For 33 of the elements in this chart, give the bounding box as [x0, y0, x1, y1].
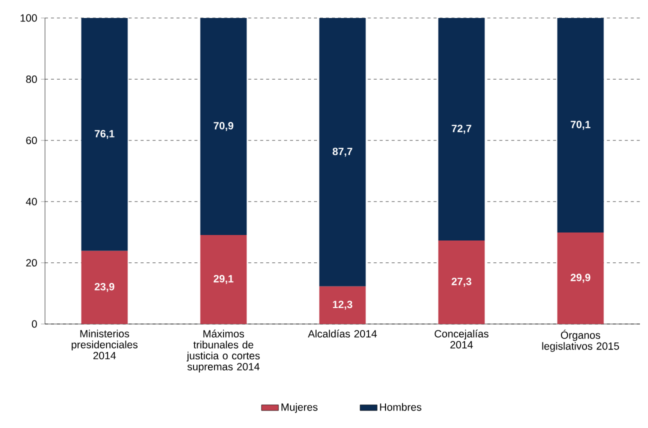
y-tick-label: 100 [20, 14, 37, 22]
data-label: 12,3 [332, 300, 352, 310]
y-tick-label: 80 [26, 76, 37, 83]
x-tick-label: Ministerios presidenciales 2014 [72, 330, 138, 360]
bar [557, 232, 604, 324]
bar [319, 18, 366, 286]
x-tick-label: Alcaldías 2014 [308, 330, 377, 338]
bar [81, 18, 128, 251]
data-label: 70,9 [214, 122, 234, 131]
data-label: 27,3 [452, 278, 472, 287]
bar [557, 18, 604, 233]
data-label: 23,9 [94, 282, 114, 292]
y-tick-label: 60 [26, 136, 37, 144]
bar [319, 286, 366, 324]
data-label: 29,9 [570, 274, 590, 283]
bar [200, 234, 247, 324]
data-label: 87,7 [332, 148, 352, 157]
data-label: 70,1 [570, 120, 590, 130]
data-label: 76,1 [94, 130, 114, 139]
bar [200, 18, 247, 235]
bar [81, 250, 128, 324]
y-tick-label: 40 [26, 198, 37, 206]
x-tick-label: Concejalías 2014 [434, 330, 488, 348]
legend-label: Mujeres [282, 403, 318, 413]
bar [438, 240, 485, 324]
data-label: 72,7 [452, 124, 472, 134]
data-label: 29,1 [214, 275, 234, 284]
y-tick-label: 0 [32, 320, 37, 328]
y-tick-label: 20 [26, 259, 37, 267]
x-tick-label: Órganos legislativos 2015 [542, 330, 619, 352]
bar [438, 18, 485, 240]
legend-label: Hombres [380, 403, 422, 411]
x-tick-label: Máximos tribunales de justicia o cortes supremas 2014 [186, 330, 260, 372]
